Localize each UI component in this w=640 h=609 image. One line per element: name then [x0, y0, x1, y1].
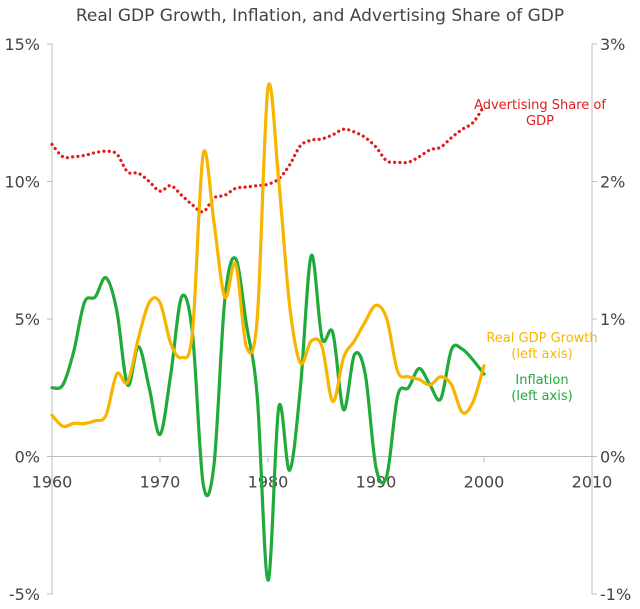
- series-line-real-gdp-growth: [50, 82, 486, 429]
- legend-label: Real GDP Growth (left axis): [486, 331, 597, 362]
- right-tick-label: -1%: [600, 585, 631, 604]
- legend-label-line: Advertising Share of: [474, 98, 606, 113]
- legend-label-line: Real GDP Growth: [486, 331, 597, 346]
- x-tick-label: 2010: [572, 473, 613, 492]
- legend-label: Inflation (left axis): [511, 373, 572, 404]
- x-tick-label: 1960: [32, 473, 73, 492]
- chart-title: Real GDP Growth, Inflation, and Advertis…: [75, 6, 565, 26]
- x-tick-label: 1990: [356, 473, 397, 492]
- x-tick-label: 1970: [140, 473, 181, 492]
- series-layer: [50, 82, 486, 582]
- series-line-advertising-share-of: [50, 104, 486, 214]
- right-tick-label: 3%: [600, 35, 625, 54]
- legend-label-line: Inflation: [515, 373, 568, 388]
- legend-label-line: (left axis): [511, 347, 572, 362]
- left-tick-label: 5%: [15, 310, 40, 329]
- x-tick-label: 1980: [248, 473, 289, 492]
- left-tick-label: 15%: [4, 35, 40, 54]
- legend-label-line: (left axis): [511, 389, 572, 404]
- left-tick-label: 0%: [15, 448, 40, 467]
- legend-label: Advertising Share of GDP: [474, 98, 606, 129]
- series-line-inflation: [50, 253, 486, 582]
- right-tick-label: 0%: [600, 448, 625, 467]
- right-tick-label: 1%: [600, 310, 625, 329]
- left-tick-label: 10%: [4, 173, 40, 192]
- right-tick-label: 2%: [600, 173, 625, 192]
- left-tick-label: -5%: [9, 585, 40, 604]
- legend-label-line: GDP: [526, 114, 554, 129]
- x-tick-label: 2000: [464, 473, 505, 492]
- axes: 15% 10% 5% 0% -5% 3% 2% 1% 0% -1% 1960 1970 1980 1990…: [4, 35, 631, 604]
- legend-layer: Real GDP Growth (left axis)Inflation (left…: [474, 98, 606, 404]
